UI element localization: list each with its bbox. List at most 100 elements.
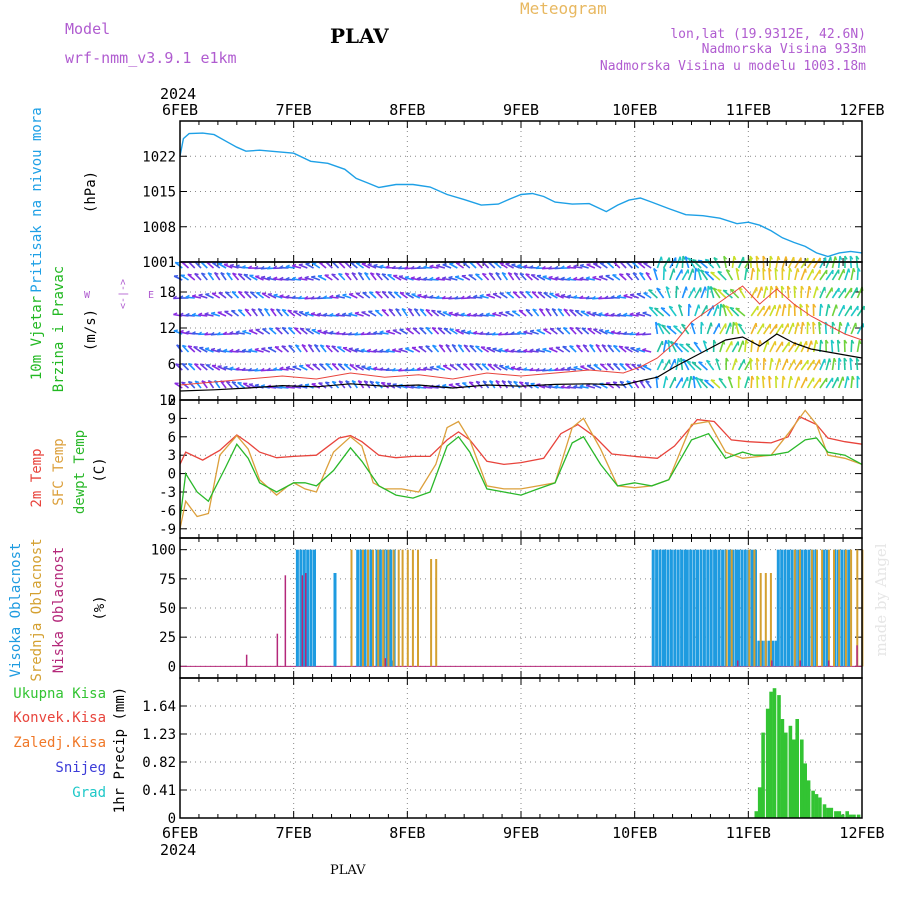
wind-barb-head — [626, 364, 630, 365]
wind-barb-head — [274, 294, 278, 295]
wind-barb — [839, 305, 844, 316]
wind-barb-head — [636, 348, 640, 349]
wind-barb-head — [780, 305, 781, 309]
temperature-line-1 — [180, 410, 862, 528]
wind-barb-head — [188, 346, 192, 347]
wind-barb-head — [580, 385, 584, 386]
wind-barb-head — [519, 310, 523, 311]
wind-barb-head — [476, 346, 480, 347]
y-tick-label: 9 — [168, 411, 176, 427]
wind-barb-head — [426, 346, 430, 347]
altitude-label: Nadmorska Visina 933m — [702, 42, 867, 57]
high-cloud-bar — [710, 550, 713, 667]
wind-barb-head — [532, 292, 536, 293]
wind-barb-head — [549, 348, 553, 349]
mid-cloud-bar — [850, 550, 852, 667]
wind-barb-head — [426, 310, 430, 311]
wind-barb — [801, 269, 805, 280]
wind-barb — [770, 341, 775, 352]
meteogram-label: Meteogram — [520, 0, 607, 18]
high-cloud-bar — [787, 550, 790, 667]
wind-barb-head — [288, 310, 292, 311]
mid-cloud-bar — [372, 550, 374, 667]
wind-barb-head — [374, 265, 378, 266]
wind-barb-head — [779, 358, 780, 362]
precip-bar — [761, 733, 765, 818]
wind-barb-head — [382, 274, 386, 275]
wind-barb-head — [399, 348, 403, 349]
wind-barb-head — [674, 269, 675, 273]
precip-bar — [789, 726, 793, 818]
wind-barb-head — [282, 328, 286, 329]
wind-barb-head — [574, 367, 578, 368]
wind-barb-head — [661, 308, 665, 309]
y-tick-label: 6 — [168, 430, 176, 446]
wind-barb-head — [267, 277, 271, 278]
wind-barb — [664, 360, 670, 370]
mid-cloud-bar — [799, 550, 801, 667]
wind-barb — [851, 376, 852, 388]
wind-barb-head — [326, 364, 330, 365]
high-cloud-bar — [801, 550, 804, 667]
wind-barb — [789, 323, 794, 334]
wind-barb-head — [705, 287, 706, 291]
low-cloud-bar — [246, 655, 248, 667]
wind-barb — [739, 341, 743, 352]
wind-barb — [695, 305, 699, 316]
wind-barb — [657, 341, 662, 352]
wind-barb-head — [443, 264, 447, 265]
wind-barb — [682, 377, 687, 388]
wind-barb-head — [405, 348, 409, 349]
high-cloud-bar — [700, 550, 703, 667]
wind-barb-head — [200, 364, 204, 365]
wind-barb-head — [230, 265, 234, 266]
mid-cloud-bar — [402, 550, 404, 667]
wind-barb-head — [467, 331, 471, 332]
high-cloud-bar — [777, 550, 780, 667]
wind-barb-head — [388, 292, 392, 293]
wind-barb-head — [463, 364, 467, 365]
high-cloud-bar — [670, 550, 673, 667]
wind-barb-head — [455, 276, 459, 277]
wind-barb-head — [470, 364, 474, 365]
wind-barb-head — [825, 359, 826, 363]
wind-barb — [726, 323, 730, 334]
wind-barb-head — [816, 340, 817, 344]
wind-barb-head — [825, 287, 826, 291]
wind-barb-head — [798, 268, 799, 272]
wind-barb-head — [430, 367, 434, 368]
high-cloud-bar — [667, 550, 670, 667]
wind-barb-head — [711, 380, 715, 381]
mid-cloud-bar — [816, 550, 818, 667]
wind-barb — [789, 304, 790, 316]
high-cloud-bar — [751, 550, 754, 667]
wind-barb-head — [619, 346, 623, 347]
mid-cloud-bar — [387, 550, 389, 667]
wind-barb-head — [537, 384, 541, 385]
wind-barb-head — [482, 274, 486, 275]
wind-barb-head — [831, 257, 832, 261]
wind-barb-head — [849, 269, 850, 273]
wind-barb-head — [386, 330, 390, 331]
wind-barb — [770, 286, 771, 298]
wind-barb — [795, 377, 799, 388]
wind-barb-head — [349, 348, 353, 349]
wind-barb-head — [255, 276, 259, 277]
mid-cloud-bar — [748, 550, 750, 667]
precip-bar — [758, 787, 762, 818]
high-cloud-bar — [663, 550, 666, 667]
wind-barb-head — [362, 366, 366, 367]
wind-barb-head — [457, 364, 461, 365]
mid-cloud-bar — [828, 550, 830, 667]
wind-barb — [689, 269, 693, 280]
wind-barb-head — [507, 292, 511, 293]
wind-barb — [807, 286, 809, 298]
wind-barb-head — [711, 323, 712, 327]
y-tick-label: 12 — [159, 321, 176, 337]
wind-barb — [845, 376, 848, 388]
wind-barb — [826, 359, 829, 371]
wind-barb-head — [382, 310, 386, 311]
bottom-date-label: 8FEB — [389, 824, 425, 842]
